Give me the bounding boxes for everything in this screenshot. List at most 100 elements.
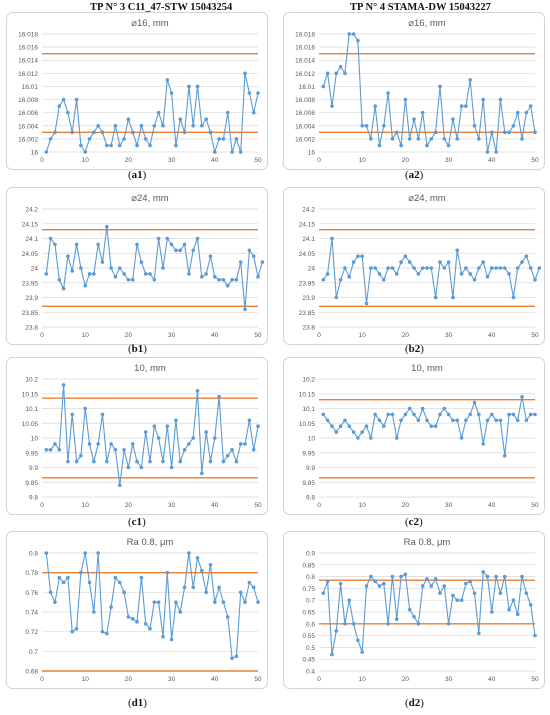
- y-tick-label: 10.2: [25, 377, 38, 384]
- data-point: [217, 585, 221, 590]
- data-point: [139, 465, 144, 470]
- data-point: [377, 272, 382, 276]
- data-point: [109, 266, 113, 270]
- data-point: [87, 580, 92, 585]
- data-point: [156, 110, 161, 115]
- y-tick-label: 0.65: [302, 610, 315, 617]
- data-point: [53, 600, 57, 604]
- data-point: [105, 631, 109, 636]
- data-point: [83, 283, 87, 288]
- data-point: [330, 424, 334, 428]
- y-tick-label: 9.9: [29, 465, 38, 472]
- data-point: [485, 418, 490, 423]
- data-point: [165, 236, 170, 241]
- y-tick-label: 0.76: [25, 590, 38, 597]
- data-point: [386, 622, 390, 626]
- y-tick-label: 16.002: [295, 136, 315, 143]
- data-point: [126, 465, 131, 470]
- chart-a2: ⌀16, mm 16 16.002 16.004 16.006 16.008 16.01 16…: [283, 12, 545, 170]
- data-point: [524, 591, 529, 595]
- data-point: [83, 150, 87, 154]
- data-point: [390, 412, 395, 417]
- data-point: [161, 266, 165, 270]
- data-point: [113, 448, 118, 452]
- data-point: [191, 123, 195, 128]
- chart-title: Ra 0.8, μm: [127, 537, 174, 548]
- data-point: [174, 418, 178, 423]
- x-tick-label: 20: [402, 157, 410, 164]
- data-point: [356, 638, 360, 643]
- chart-panel-a1: ⌀16, mm 16 16.002 16.004 16.006 16.008 16.01 16…: [6, 12, 268, 170]
- data-point: [143, 430, 148, 434]
- data-point: [221, 600, 226, 604]
- data-point: [161, 123, 165, 128]
- data-point: [61, 286, 66, 291]
- data-point: [498, 418, 503, 423]
- data-point: [515, 612, 520, 617]
- chart-a1: ⌀16, mm 16 16.002 16.004 16.006 16.008 16.01 16…: [6, 12, 268, 170]
- y-tick-label: 16.014: [18, 58, 38, 65]
- y-tick-label: 16.012: [18, 71, 38, 78]
- y-tick-label: 0.7: [29, 649, 38, 656]
- data-point: [338, 64, 343, 69]
- data-point: [325, 579, 330, 584]
- data-point: [528, 104, 533, 108]
- chart-d1: Ra 0.8, μm 0.68 0.7 0.72 0.74 0.76 0.78 0.8 0 10 2…: [6, 531, 268, 689]
- x-tick-label: 20: [125, 502, 133, 509]
- x-tick-label: 40: [211, 502, 219, 509]
- data-point: [412, 266, 416, 270]
- data-point: [515, 418, 520, 423]
- data-point: [234, 654, 239, 659]
- data-point: [416, 622, 421, 626]
- y-tick-label: 24.15: [299, 221, 316, 228]
- data-point: [321, 591, 326, 595]
- y-tick-label: 23.95: [299, 280, 316, 287]
- caption-d1-label: d1: [131, 697, 144, 709]
- data-point: [477, 631, 481, 636]
- data-point: [446, 260, 451, 264]
- data-point: [256, 91, 260, 95]
- data-point: [360, 123, 364, 128]
- x-tick-label: 50: [531, 502, 539, 509]
- data-point: [169, 465, 174, 470]
- data-point: [100, 130, 105, 135]
- chart-b1: ⌀24, mm 23.8 23.85 23.9 23.95 24 24.05 24.1 24.1…: [6, 187, 268, 345]
- data-point: [356, 38, 360, 43]
- data-point: [122, 448, 126, 452]
- x-tick-label: 20: [125, 676, 133, 683]
- data-point: [386, 91, 390, 95]
- caption-d2-label: d2: [408, 697, 421, 709]
- data-point: [364, 123, 369, 128]
- data-point: [130, 130, 135, 135]
- data-point: [490, 130, 494, 135]
- data-point: [100, 629, 105, 634]
- y-tick-label: 16: [31, 150, 39, 157]
- data-point: [507, 607, 511, 612]
- data-point: [74, 242, 79, 247]
- data-point: [230, 150, 234, 154]
- data-point: [191, 436, 195, 440]
- data-point: [122, 272, 126, 276]
- y-tick-label: 0.8: [29, 551, 38, 558]
- data-point: [57, 104, 62, 108]
- data-point: [498, 591, 503, 595]
- chart-panel-d2: Ra 0.8, μm 0.4 0.45 0.5 0.55 0.6 0.65 0.7 0.75 0.…: [283, 531, 545, 689]
- data-point: [182, 585, 187, 590]
- y-tick-label: 23.8: [25, 325, 38, 332]
- data-point: [325, 71, 330, 76]
- y-tick-label: 16.018: [18, 32, 38, 39]
- y-tick-label: 16.004: [295, 123, 315, 130]
- data-point: [390, 137, 395, 141]
- series-line: [322, 570, 536, 655]
- data-point: [92, 459, 96, 464]
- data-point: [533, 130, 537, 135]
- data-point: [174, 248, 178, 253]
- data-point: [230, 656, 234, 661]
- data-point: [399, 260, 403, 264]
- data-point: [455, 418, 460, 423]
- data-point: [182, 130, 187, 135]
- x-tick-label: 10: [359, 502, 367, 509]
- data-point: [369, 436, 373, 440]
- series-line: [45, 552, 259, 660]
- data-point: [425, 418, 429, 423]
